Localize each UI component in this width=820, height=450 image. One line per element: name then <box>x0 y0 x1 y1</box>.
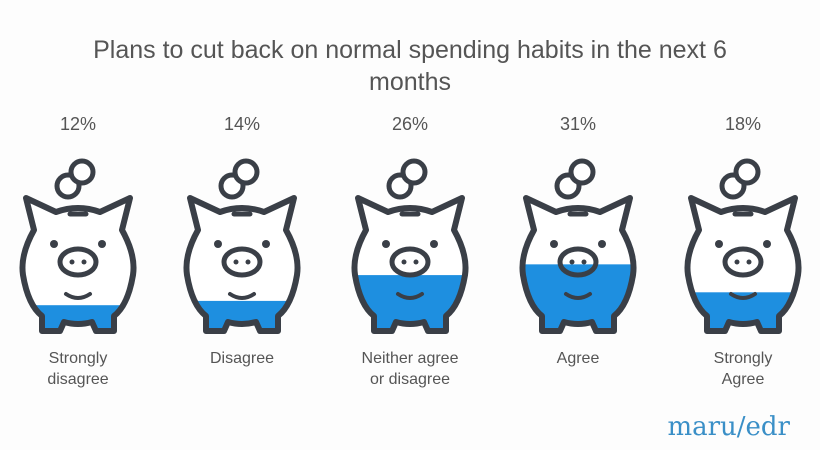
nostril <box>401 259 407 265</box>
eye <box>214 240 222 248</box>
value-label: 14% <box>224 114 260 134</box>
coin <box>68 158 96 186</box>
coin <box>232 158 260 186</box>
smile <box>228 292 256 300</box>
pig <box>684 158 802 334</box>
value-label: 18% <box>725 114 761 134</box>
pig-outline <box>519 195 637 334</box>
fill-level <box>22 305 134 331</box>
pig-outline <box>19 195 137 334</box>
eye <box>763 240 771 248</box>
pig-outline <box>183 195 301 334</box>
snout <box>722 246 764 278</box>
nostril <box>746 259 752 265</box>
nostril <box>81 259 87 265</box>
snout <box>557 246 599 278</box>
eye <box>430 240 438 248</box>
nostril <box>569 259 575 265</box>
eye <box>262 240 270 248</box>
chart-title: Plans to cut back on normal spending hab… <box>93 36 727 96</box>
eye <box>382 240 390 248</box>
pig-outline <box>351 195 469 334</box>
eye <box>98 240 106 248</box>
nostril <box>69 259 75 265</box>
pig <box>183 158 301 334</box>
category-label: Strongly Agree <box>713 350 773 388</box>
smile <box>396 292 424 300</box>
category-label: Agree <box>556 350 600 367</box>
smile <box>729 292 757 300</box>
value-label: 12% <box>60 114 96 134</box>
nostril <box>233 259 239 265</box>
nostril <box>581 259 587 265</box>
category-label: Disagree <box>209 350 275 367</box>
snout <box>389 246 431 278</box>
category-label: Neither agree or disagree <box>361 350 459 388</box>
pig-body-bg <box>22 198 134 331</box>
snout <box>57 246 99 278</box>
snout <box>221 246 263 278</box>
eye <box>550 240 558 248</box>
coin <box>568 158 596 186</box>
pig <box>519 158 637 334</box>
smile <box>64 292 92 300</box>
pig <box>351 158 469 334</box>
nostril <box>413 259 419 265</box>
category-label: Strongly disagree <box>47 350 109 388</box>
smile <box>564 292 592 300</box>
value-label: 26% <box>392 114 428 134</box>
value-label: 31% <box>560 114 596 134</box>
eye <box>598 240 606 248</box>
pig <box>19 158 137 334</box>
coin <box>400 158 428 186</box>
eye <box>50 240 58 248</box>
nostril <box>734 259 740 265</box>
pig-outline <box>684 195 802 334</box>
pig-body-bg <box>186 198 298 331</box>
logo: maru/edr <box>667 412 790 442</box>
nostril <box>245 259 251 265</box>
eye <box>715 240 723 248</box>
coin <box>733 158 761 186</box>
